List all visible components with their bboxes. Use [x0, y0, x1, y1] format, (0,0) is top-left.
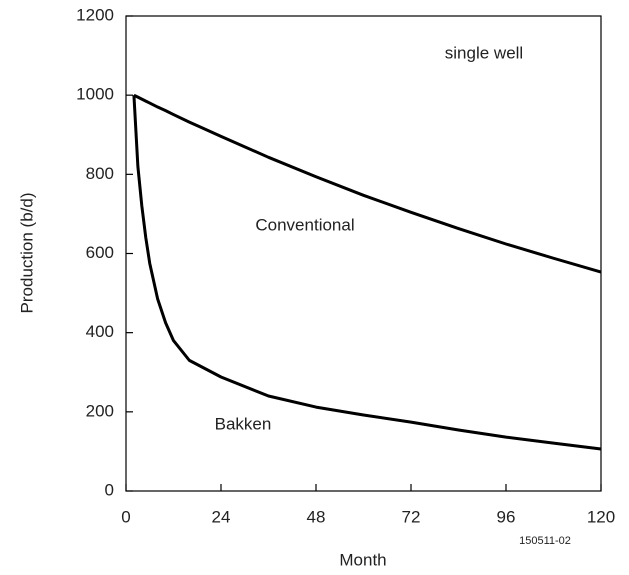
x-tick-label: 72: [402, 507, 421, 526]
y-tick-label: 1000: [76, 85, 114, 104]
y-tick-label: 400: [86, 322, 114, 341]
y-tick-label: 0: [105, 480, 114, 499]
x-axis-label: Month: [339, 550, 386, 569]
figure-id: 150511-02: [519, 535, 571, 547]
y-tick-label: 1200: [76, 5, 114, 24]
y-tick-label: 600: [86, 243, 114, 262]
plot-frame: [125, 15, 602, 492]
x-tick-label: 0: [121, 507, 130, 526]
line: [133, 93, 602, 274]
x-tick-label: 120: [587, 507, 615, 526]
x-tick-label: 24: [212, 507, 231, 526]
annotation: Bakken: [215, 414, 272, 433]
annotation: single well: [445, 43, 523, 62]
y-axis-label: Production (b/d): [17, 193, 36, 314]
x-tick-label: 48: [307, 507, 326, 526]
y-tick-label: 200: [86, 401, 114, 420]
y-tick-label: 800: [86, 164, 114, 183]
annotation: Conventional: [255, 215, 354, 234]
x-tick-label: 96: [497, 507, 516, 526]
line: [132, 95, 602, 451]
